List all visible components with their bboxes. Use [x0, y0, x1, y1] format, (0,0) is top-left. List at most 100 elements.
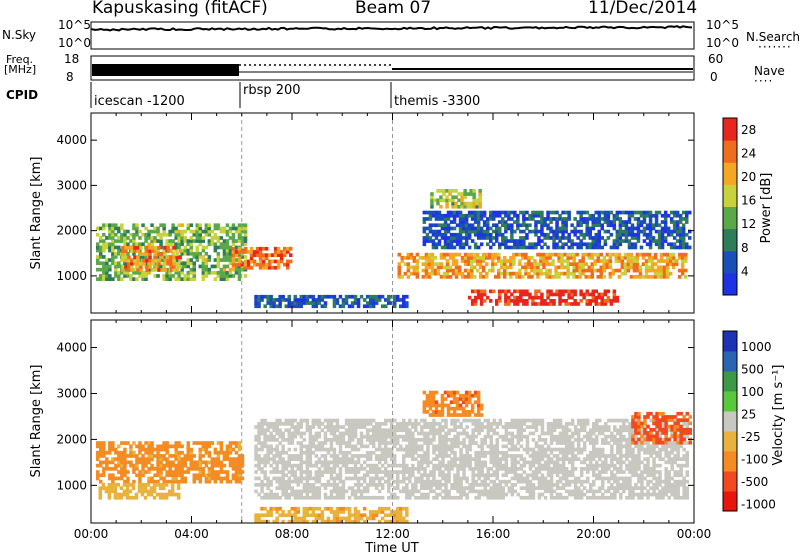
- range-cell: [451, 252, 456, 257]
- range-cell: [99, 463, 103, 468]
- range-cell: [341, 454, 346, 458]
- range-cell: [570, 457, 575, 461]
- range-cell: [201, 270, 206, 275]
- range-cell: [415, 252, 420, 257]
- range-cell: [172, 268, 176, 272]
- range-cell: [432, 457, 436, 461]
- range-cell: [350, 301, 355, 305]
- range-cell: [463, 192, 467, 196]
- range-cell: [329, 510, 334, 514]
- range-cell: [591, 226, 595, 231]
- range-cell: [659, 259, 664, 263]
- range-cell: [669, 210, 674, 215]
- range-cell: [438, 454, 442, 458]
- range-cell: [380, 441, 385, 445]
- range-cell: [405, 422, 409, 426]
- range-cell: [135, 277, 139, 281]
- range-cell: [411, 425, 415, 429]
- range-cell: [111, 229, 115, 234]
- range-cell: [591, 236, 595, 240]
- range-cell: [299, 418, 303, 423]
- range-cell: [365, 483, 370, 487]
- range-cell: [458, 232, 463, 237]
- range-cell: [408, 473, 412, 478]
- range-cell: [147, 457, 151, 461]
- range-cell: [122, 483, 127, 487]
- range-cell: [450, 447, 454, 452]
- range-cell: [365, 444, 370, 449]
- range-cell: [168, 239, 172, 243]
- range-cell: [543, 495, 548, 500]
- range-cell: [415, 271, 420, 276]
- range-cell: [618, 226, 623, 231]
- range-cell: [582, 428, 587, 433]
- range-cell: [98, 492, 102, 497]
- range-cell: [438, 428, 442, 433]
- range-cell: [449, 210, 454, 215]
- range-cell: [429, 425, 433, 429]
- range-cell: [648, 242, 653, 247]
- range-cell: [420, 425, 424, 429]
- range-cell: [549, 425, 554, 429]
- range-cell: [257, 467, 261, 471]
- range-cell: [308, 301, 313, 305]
- range-cell: [513, 425, 518, 429]
- range-cell: [390, 422, 394, 426]
- range-cell: [518, 268, 522, 273]
- range-cell: [158, 483, 163, 487]
- range-cell: [445, 271, 450, 276]
- range-cell: [471, 476, 475, 481]
- range-cell: [540, 217, 544, 221]
- range-cell: [201, 261, 206, 266]
- range-cell: [171, 229, 175, 234]
- range-cell: [561, 473, 566, 478]
- range-cell: [424, 252, 429, 257]
- range-cell: [579, 292, 583, 297]
- range-cell: [308, 441, 313, 445]
- range-cell: [624, 236, 629, 240]
- range-cell: [582, 236, 586, 240]
- range-cell: [359, 492, 364, 497]
- range-cell: [216, 473, 221, 478]
- range-cell: [102, 261, 106, 266]
- range-cell: [531, 229, 535, 234]
- range-cell: [489, 492, 493, 497]
- range-cell: [552, 454, 557, 458]
- range-cell: [578, 265, 582, 270]
- range-cell: [647, 252, 652, 257]
- range-cell: [299, 460, 303, 465]
- range-cell: [424, 256, 429, 260]
- range-cell: [326, 463, 331, 468]
- range-cell: [359, 431, 364, 436]
- range-cell: [350, 476, 355, 481]
- range-cell: [489, 226, 493, 231]
- range-cell: [639, 210, 644, 215]
- range-cell: [387, 463, 391, 468]
- range-cell: [429, 460, 433, 465]
- range-cell: [305, 450, 310, 455]
- range-cell: [393, 428, 397, 433]
- range-cell: [564, 289, 568, 294]
- range-cell: [485, 271, 489, 276]
- range-cell: [465, 418, 469, 423]
- range-cell: [435, 463, 439, 468]
- range-cell: [257, 454, 261, 458]
- range-cell: [177, 450, 181, 455]
- range-cell: [534, 418, 539, 423]
- range-cell: [492, 457, 496, 461]
- range-cell: [420, 447, 424, 452]
- range-cell: [350, 444, 355, 449]
- range-cell: [359, 489, 364, 494]
- range-cell: [567, 441, 572, 445]
- range-cell: [510, 447, 515, 452]
- range-cell: [438, 450, 442, 455]
- range-cell: [525, 236, 529, 240]
- range-cell: [540, 479, 545, 484]
- range-cell: [411, 470, 415, 474]
- range-cell: [249, 253, 254, 257]
- range-cell: [284, 438, 288, 442]
- range-cell: [222, 239, 227, 243]
- range-cell: [564, 217, 568, 221]
- range-cell: [195, 473, 199, 478]
- range-cell: [207, 258, 212, 262]
